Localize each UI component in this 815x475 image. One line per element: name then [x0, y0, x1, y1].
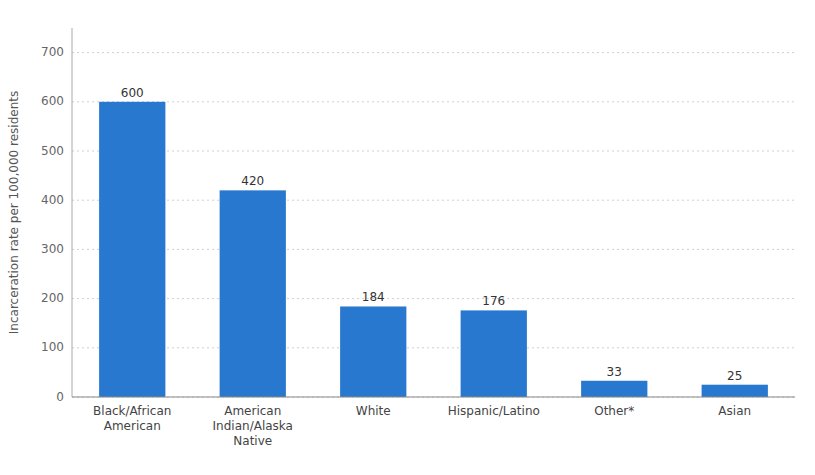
bar — [461, 310, 527, 397]
data-label: 33 — [607, 365, 622, 379]
x-tick-label: Other* — [594, 404, 634, 418]
x-axis: Black/AfricanAmerican AmericanIndian/Alas… — [93, 404, 751, 448]
data-label: 184 — [362, 290, 385, 304]
bars — [99, 102, 768, 397]
y-tick-label: 300 — [41, 242, 64, 256]
chart-container: 0 100 200 300 400 500 600 700 Incarceration rate… — [0, 0, 815, 475]
x-tick-label: White — [356, 404, 391, 418]
y-tick-label: 0 — [56, 390, 64, 404]
grid-line — [72, 249, 795, 250]
grid-line — [72, 298, 795, 299]
x-tick-label: Asian — [718, 404, 751, 418]
grid-line — [72, 151, 795, 152]
y-axis-label: Incarceration rate per 100,000 residents — [7, 91, 21, 334]
y-axis-line — [72, 28, 73, 397]
y-tick-label: 400 — [41, 193, 64, 207]
bar — [220, 190, 286, 397]
chart: 0 100 200 300 400 500 600 700 Incarceration rate… — [0, 0, 815, 475]
y-tick-label: 600 — [41, 94, 64, 108]
bar — [99, 102, 165, 397]
grid-line — [72, 52, 795, 53]
x-tick-label: Black/AfricanAmerican — [93, 404, 171, 433]
data-label: 25 — [727, 369, 742, 383]
bar — [581, 381, 647, 397]
grid-line — [72, 397, 795, 398]
grid-line — [72, 101, 795, 102]
x-axis-line — [72, 397, 795, 398]
y-axis: 0 100 200 300 400 500 600 700 — [41, 28, 795, 404]
y-tick-label: 100 — [41, 340, 64, 354]
grid-line — [72, 347, 795, 348]
data-labels: 600 420 184 176 33 25 — [121, 86, 743, 383]
x-tick-label: Hispanic/Latino — [448, 404, 540, 418]
x-tick-label: AmericanIndian/AlaskaNative — [213, 404, 293, 448]
data-label: 176 — [482, 294, 505, 308]
data-label: 420 — [241, 174, 264, 188]
data-label: 600 — [121, 86, 144, 100]
bar — [340, 306, 406, 397]
grid-line — [72, 200, 795, 201]
y-tick-label: 700 — [41, 45, 64, 59]
y-tick-label: 200 — [41, 291, 64, 305]
bar — [702, 385, 768, 397]
y-tick-label: 500 — [41, 144, 64, 158]
